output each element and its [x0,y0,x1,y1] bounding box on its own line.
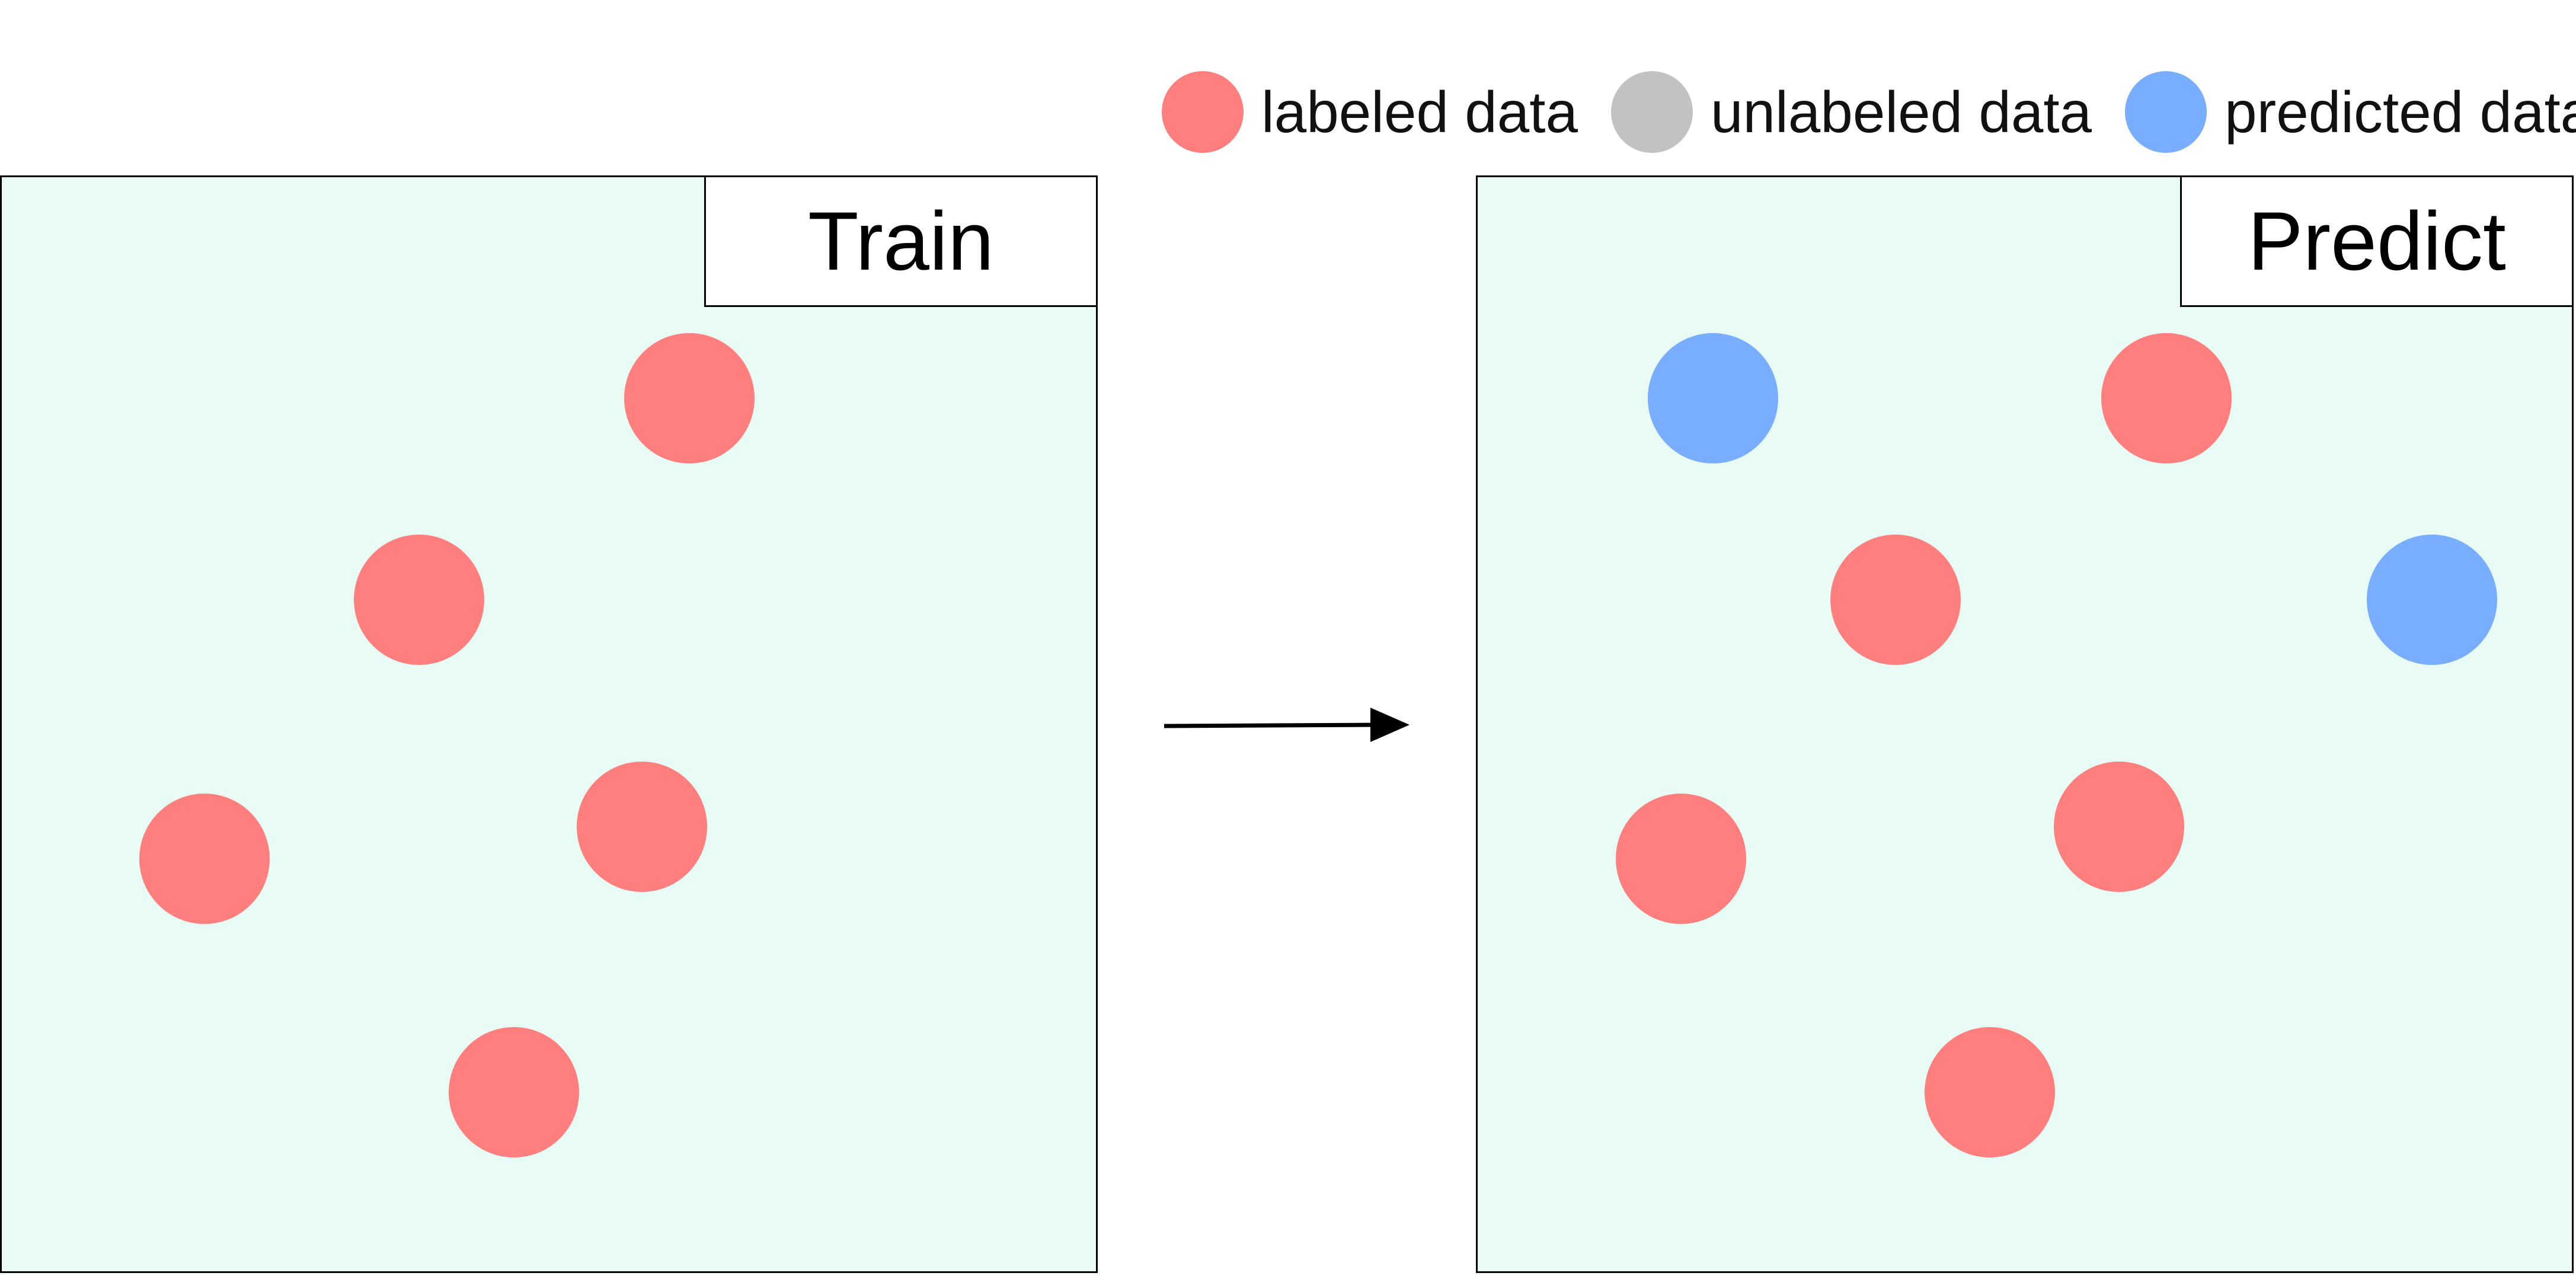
predict-point-4 [2367,535,2497,665]
train-point-1 [624,333,755,463]
predict-point-1 [1648,333,1778,463]
legend-item-labeled: labeled data [1162,71,1578,153]
predict-panel-title: Predict [2180,177,2572,307]
predict-point-2 [2101,333,2232,463]
legend-swatch-unlabeled [1611,71,1693,153]
predict-panel: Predict [1476,175,2574,1273]
train-point-2 [354,535,484,665]
train-panel-title: Train [704,177,1096,307]
legend-swatch-labeled [1162,71,1244,153]
legend: labeled data unlabeled data predicted da… [1162,70,2576,154]
train-panel: Train [0,175,1098,1273]
predict-point-5 [2054,762,2184,892]
train-point-5 [449,1027,579,1157]
legend-label-predicted: predicted data [2225,79,2576,145]
legend-item-predicted: predicted data [2125,71,2576,153]
predict-point-6 [1616,794,1746,924]
legend-item-unlabeled: unlabeled data [1611,71,2092,153]
right-arrow-icon [1164,708,1410,742]
legend-swatch-predicted [2125,71,2207,153]
train-point-3 [577,762,707,892]
predict-point-7 [1925,1027,2055,1157]
legend-label-unlabeled: unlabeled data [1711,79,2092,145]
predict-point-3 [1830,535,1961,665]
legend-label-labeled: labeled data [1261,79,1578,145]
train-point-4 [139,794,270,924]
